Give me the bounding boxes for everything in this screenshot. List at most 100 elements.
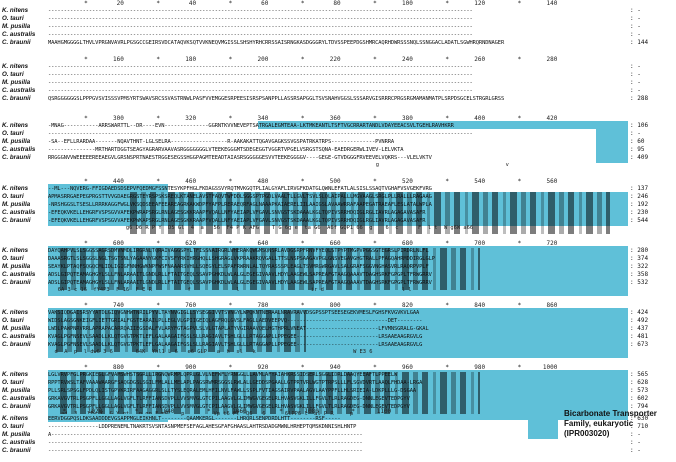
species-name: C. australis: [2, 31, 36, 38]
position-ruler: * 740 * 760 * 780 * 800 * 820 * 840 * 86…: [48, 302, 558, 309]
sequence-text: -SA--EFLLRARDAA-------NQAVTHNT-LGLSELRA-…: [48, 139, 394, 145]
sequence-row: K. nitens -------------------------------…: [0, 63, 676, 71]
residue-count: : 230: [630, 209, 649, 216]
sequence-row: K. nitens VAKSIQDGAISRSYYATDLGIQVGNHWTNRI…: [0, 309, 676, 317]
conservation-shading: [56, 310, 306, 352]
sequence-text: ----------------------------------------…: [48, 64, 473, 70]
sequence-text: DAYQAHPVLSLSGGSSAGRSDMVNMDLIRGRNLTQRAIVA…: [48, 248, 429, 254]
ipr003020-highlight: [48, 184, 168, 192]
sequence-row: M. pusilla -NRSHGGSLTSESLLRRRKAGGFWGLVKSQ…: [0, 201, 676, 209]
residue-count: : -: [630, 130, 641, 137]
species-name: K. nitens: [2, 63, 29, 70]
sequence-row: M. pusilla ------------------------------…: [0, 79, 676, 87]
sequence-text: MAAHGMGGGGLTHVLVPRGNVAVRLPGSGCCGEIRSVDCA…: [48, 40, 505, 46]
species-name: C. australis: [2, 209, 36, 216]
sequence-row: O. tauri ----------------LDDPRENEMLTNAKRT…: [0, 423, 676, 431]
ipr003020-highlight: [258, 121, 628, 129]
conservation-shading: [130, 192, 610, 234]
species-name: C. braunii: [2, 341, 31, 348]
sequence-row: M. pusilla -SA--EFLLRARDAA-------NQAVTHNT…: [0, 138, 676, 146]
species-name: M. pusilla: [2, 79, 31, 86]
sequence-text: GRKAVGVTRLPSGPFLLGGLLAGLVGFLTLRFFIANSDVP…: [48, 396, 410, 402]
sequence-text: EERVDGGPQSLDKSAADDDEVGSAPPMGLEIKHNLT----…: [48, 416, 341, 422]
sequence-row: C. braunii QSRGGGGGGSLPPPGVSVISSSVPMSYRTS…: [0, 95, 676, 103]
alignment-block: * 600 * 620 * 640 * 660 * 680 * 700 * 72…: [0, 240, 676, 298]
sequence-row: O. tauri --------------------------------…: [0, 71, 676, 79]
position-ruler: * 160 * 180 * 200 * 220 * 240 * 260 * 28…: [48, 56, 558, 63]
residue-count: : 424: [630, 309, 649, 316]
sequence-row: C. braunii -EFEQKVKELLEHGRFVSPSGVVAFEKPWK…: [0, 217, 676, 225]
species-name: O. tauri: [2, 130, 24, 137]
species-name: K. nitens: [2, 185, 29, 192]
residue-count: : 794: [630, 403, 649, 410]
alignment-block: * 160 * 180 * 200 * 220 * 240 * 260 * 28…: [0, 56, 676, 108]
sequence-text: ----------------------------------------…: [48, 8, 473, 14]
residue-count: : 106: [630, 122, 649, 129]
sequence-row: C. australis ----------------------------…: [0, 31, 676, 39]
species-name: M. pusilla: [2, 201, 31, 208]
sequence-row: C. australis ----------------------------…: [0, 87, 676, 95]
residue-count: : 481: [630, 333, 649, 340]
sequence-text: -MNAG-----------ARRSWARTTL--DR----EVN---…: [48, 123, 454, 129]
sequence-text: LWDLPAWPNRVRRLAPRAPACARRQAIIEGSDALFVLARY…: [48, 326, 429, 332]
species-name: O. tauri: [2, 71, 24, 78]
residue-count: : -: [630, 87, 641, 94]
sequence-text: ----------------------------------------…: [48, 131, 473, 137]
residue-count: : 628: [630, 379, 649, 386]
sequence-text: VAKSIQDGAISRSYYATDLGIQVGNHWTNRILPYVLTAYN…: [48, 310, 420, 316]
alignment-block: * 1020 * 1040 * 1060 * 1080 * 1100 K. nit…: [0, 408, 676, 460]
legend: Bicarbonate Transporter Family, eukaryot…: [528, 407, 674, 451]
species-name: C. australis: [2, 333, 36, 340]
ipr003020-highlight: [48, 414, 168, 422]
residue-count: : 144: [630, 39, 649, 46]
alignment-block: * 300 * 320 * 340 * 360 * 380 * 400 * 42…: [0, 115, 676, 173]
sequence-row: M. pusilla LWDLPAWPNRVRRLAPRAPACARRQAIIEG…: [0, 325, 676, 333]
residue-count: : 710: [630, 423, 649, 430]
species-name: C. braunii: [2, 279, 31, 286]
species-name: O. tauri: [2, 379, 24, 386]
residue-count: : -: [630, 447, 641, 454]
alignment-block: * 440 * 460 * 480 * 500 * 520 * 540 * 56…: [0, 178, 676, 236]
sequence-row: K. nitens LGLVRVPFGLPRGKIEGLGFVAMSWHSTSGR…: [0, 371, 676, 379]
residue-count: : 573: [630, 387, 649, 394]
species-name: K. nitens: [2, 7, 29, 14]
sequence-row: K. nitens --ML---NQVERG-FFIGDAEDSDSEPVFQE…: [0, 185, 676, 193]
sequence-text: APMASRRGAEPEGPRGSTTVVGDAEGRGSTEYRSPSKSRE…: [48, 194, 432, 200]
sequence-text: QSRGGGGGGSLPPPGVSVISSSVPMSYRTSWAVSRCSSVA…: [48, 96, 505, 102]
sequence-text: DAAASRGTLSLSGGSLNGLTSGTSNLYAGAANYGKFCIVS…: [48, 256, 435, 262]
sequence-row: O. tauri --------------------------------…: [0, 130, 676, 138]
sequence-text: ----------------------------------------…: [48, 32, 473, 38]
residue-count: : 192: [630, 201, 649, 208]
sequence-row: M. pusilla A-----------------------------…: [0, 431, 676, 439]
sequence-text: ----------------------------------------…: [48, 24, 473, 30]
sequence-text: -EFEQKVKELLEHGRFVSPSGVVAFEKPWRAPSRGLRNLA…: [48, 210, 426, 216]
residue-count: : 322: [630, 263, 649, 270]
sequence-row: C. braunii ADSLGIPQTEAMAGHGYLSLLFNLARAAIT…: [0, 279, 676, 287]
sequence-text: KVAGLPGFNSEVLSAADLLKLQTGVGTPKTLEFLGALAAG…: [48, 342, 423, 348]
sequence-text: ----------------------------------------…: [48, 72, 473, 78]
residue-count: : 602: [630, 395, 649, 402]
ipr003020-highlight: [596, 129, 628, 163]
residue-count: : 95: [630, 146, 645, 153]
species-name: K. nitens: [2, 309, 29, 316]
sequence-row: K. nitens EERVDGGPQSLDKSAADDDEVGSAPPMGLEI…: [0, 415, 676, 423]
sequence-text: ----------------------------------------…: [48, 80, 473, 86]
sequence-row: K. nitens -MNAG-----------ARRSWARTTL--DR-…: [0, 122, 676, 130]
sequence-row: C. braunii MAAHGMGGGGLTHVLVPRGNVAVRLPGSGC…: [0, 39, 676, 47]
sequence-row: C. braunii GRKAVGVTRLPSGPFLLGGLLAGLVGFLTL…: [0, 403, 676, 411]
sequence-row: C. australis GRKAVGVTRLPSGPFLLGGLLAGLVGFL…: [0, 395, 676, 403]
species-name: C. braunii: [2, 447, 31, 454]
sequence-row: C. australis ----------------------------…: [0, 439, 676, 447]
sequence-text: ---------------MRTHARTDGGTSEAGYAGRARVAAV…: [48, 147, 404, 153]
species-name: M. pusilla: [2, 263, 31, 270]
sequence-row: C. braunii RRGGGNVVWEEEEEREEAEGVLGRSNSPRT…: [0, 154, 676, 162]
residue-count: : 374: [630, 255, 649, 262]
sequence-row: M. pusilla SEAYKLPTAQFSQGQCMLIDLIGIGFNNHG…: [0, 263, 676, 271]
species-name: C. braunii: [2, 95, 31, 102]
residue-count: : 437: [630, 325, 649, 332]
conservation-shading: [60, 372, 480, 414]
sequence-row: M. pusilla PLLSRLSPSGLFPDLQLISTGPVKRIRFAA…: [0, 387, 676, 395]
residue-count: : 544: [630, 217, 649, 224]
consensus-line: g6 D6 R P Y D5 Gl 4 a 56 F4 P K AFG T G …: [48, 225, 474, 231]
species-name: O. tauri: [2, 15, 24, 22]
